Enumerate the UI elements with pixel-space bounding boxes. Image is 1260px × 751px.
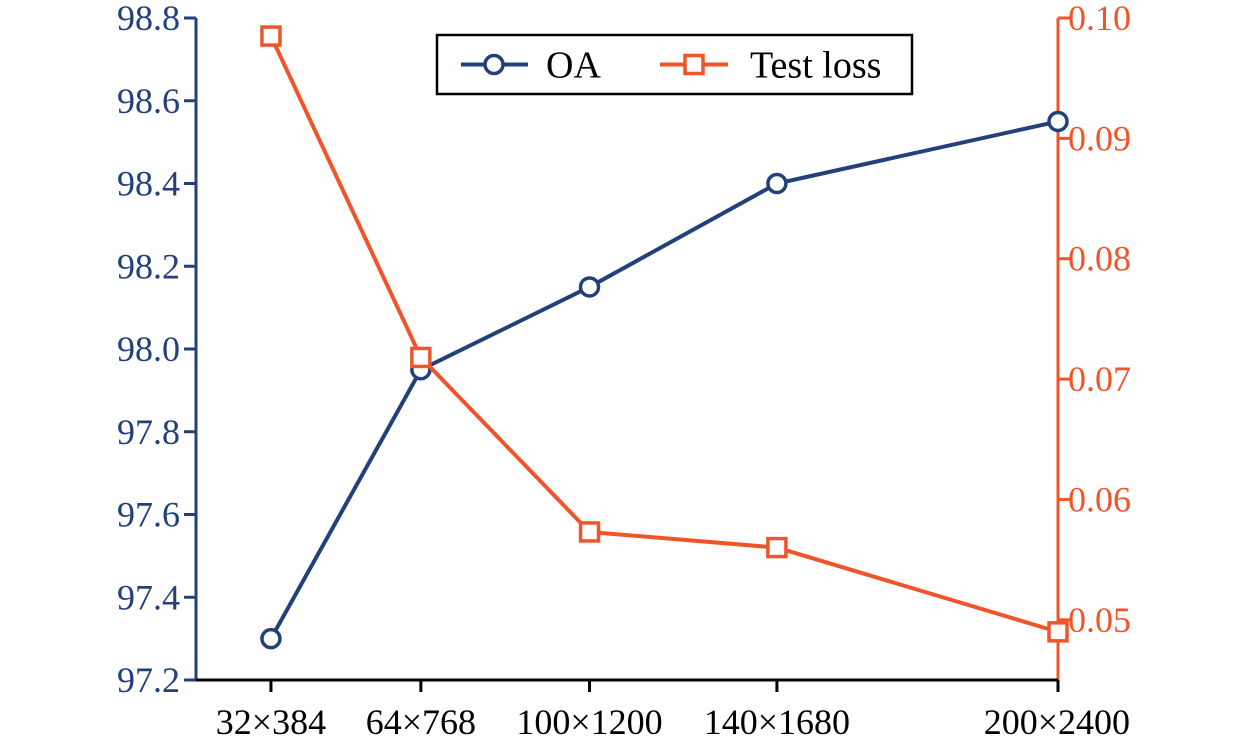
left-y-tick-label: 98.4 <box>117 164 180 204</box>
left-y-tick-label: 97.8 <box>117 412 180 452</box>
series-line-oa <box>269 119 1059 640</box>
right-y-tick-label: 0.10 <box>1068 0 1131 38</box>
x-tick-label: 64×768 <box>366 702 476 742</box>
oa-point <box>766 172 788 195</box>
left-y-tick-label: 97.2 <box>117 660 180 700</box>
x-tick-label: 200×2400 <box>984 702 1130 742</box>
oa-point <box>578 276 601 298</box>
test-loss-point <box>1047 621 1069 643</box>
x-tick-label: 32×384 <box>216 702 326 742</box>
series-line-test-loss <box>269 35 1059 634</box>
left-y-tick-label: 97.6 <box>117 495 180 535</box>
right-y-tick-label: 0.07 <box>1068 359 1131 399</box>
test-loss-point <box>410 346 432 369</box>
test-loss-point <box>260 25 282 47</box>
x-tick-label: 140×1680 <box>704 702 850 742</box>
left-y-tick-label: 98.0 <box>117 329 180 369</box>
left-y-tick-label: 98.8 <box>117 0 180 38</box>
test-loss-point <box>766 536 788 559</box>
right-y-tick-label: 0.08 <box>1068 239 1131 279</box>
test-loss-point <box>578 521 601 543</box>
x-tick-label: 100×1200 <box>516 702 662 742</box>
legend-test-loss-marker <box>683 53 705 76</box>
right-y-tick-label: 0.09 <box>1068 118 1131 158</box>
left-y-tick-label: 97.4 <box>117 577 180 617</box>
left-y-tick-label: 98.2 <box>117 246 180 286</box>
right-y-tick-label: 0.05 <box>1068 600 1131 640</box>
legend-test-loss-label: Test loss <box>750 45 881 87</box>
left-y-tick-label: 98.6 <box>117 81 180 121</box>
legend-oa-label: OA <box>546 45 601 87</box>
oa-point <box>1047 110 1069 133</box>
oa-point <box>260 627 282 650</box>
legend-oa-marker <box>483 53 505 76</box>
right-y-tick-label: 0.06 <box>1068 479 1131 519</box>
